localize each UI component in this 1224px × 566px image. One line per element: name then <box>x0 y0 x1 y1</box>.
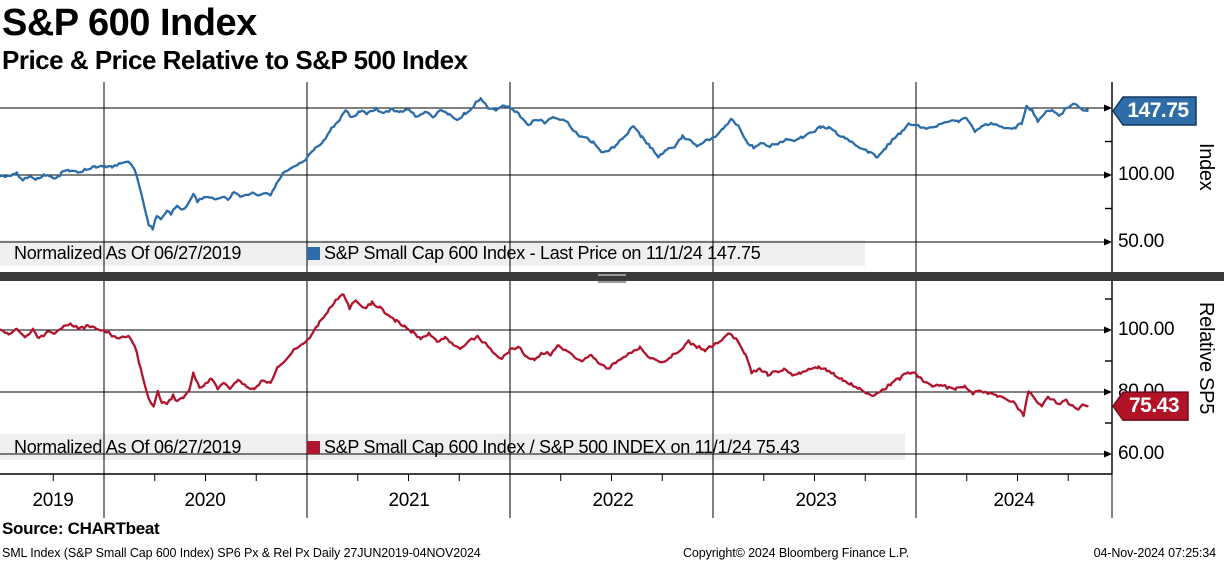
bottom-axis-tick-60: 60.00 <box>1118 443 1165 464</box>
tick-arrow-icon <box>1104 104 1112 112</box>
top-legend-strip <box>0 240 865 266</box>
price-series-line <box>0 96 1089 231</box>
bottom-legend-strip <box>0 434 905 460</box>
year-label-2022: 2022 <box>592 490 634 511</box>
source-label: Source: CHARTbeat <box>2 519 160 538</box>
panel-splitter-handle[interactable] <box>598 274 626 283</box>
bottom-legend-series-label: S&P Small Cap 600 Index / S&P 500 INDEX … <box>324 437 800 457</box>
last-price-badge-shape <box>1112 96 1197 126</box>
footer-ticker-info: SML Index (S&P Small Cap 600 Index) SP6 … <box>2 546 481 560</box>
year-label-2020: 2020 <box>184 490 226 511</box>
panel-separator-bar <box>0 272 1224 281</box>
relative-last-badge: 75.43 <box>1128 394 1180 417</box>
top-axis-tick-50: 50.00 <box>1118 231 1165 252</box>
top-axis-title: Index <box>1195 143 1217 191</box>
tick-arrow-icon <box>1104 450 1112 458</box>
tick-arrow-icon <box>1104 171 1112 179</box>
year-label-2021: 2021 <box>388 490 430 511</box>
tick-arrow-icon <box>1104 238 1112 246</box>
last-price-badge: 147.75 <box>1127 99 1189 122</box>
footer-copyright: Copyright© 2024 Bloomberg Finance L.P. <box>683 546 910 560</box>
top-legend-normalized: Normalized As Of 06/27/2019 <box>14 243 242 263</box>
blue-series-marker-icon <box>307 247 320 260</box>
year-label-2024: 2024 <box>993 490 1035 511</box>
relative-badge-shape <box>1112 391 1189 421</box>
year-label-2019: 2019 <box>32 490 74 511</box>
tick-arrow-icon <box>1104 326 1112 334</box>
relative-series-line <box>0 293 1089 418</box>
year-label-2023: 2023 <box>795 490 837 511</box>
footer-timestamp: 04-Nov-2024 07:25:34 <box>1093 546 1217 560</box>
bottom-legend-normalized: Normalized As Of 06/27/2019 <box>14 437 242 457</box>
page-title: S&P 600 Index <box>2 2 257 44</box>
red-series-marker-icon <box>307 441 320 454</box>
top-legend-series-label: S&P Small Cap 600 Index - Last Price on … <box>324 243 761 263</box>
bottom-axis-tick-100: 100.00 <box>1118 319 1175 340</box>
top-axis-tick-100: 100.00 <box>1118 164 1175 185</box>
tick-arrow-icon <box>1104 388 1112 396</box>
chart-subtitle: Price & Price Relative to S&P 500 Index <box>2 45 468 75</box>
bottom-axis-title: Relative SP5 <box>1195 302 1217 415</box>
